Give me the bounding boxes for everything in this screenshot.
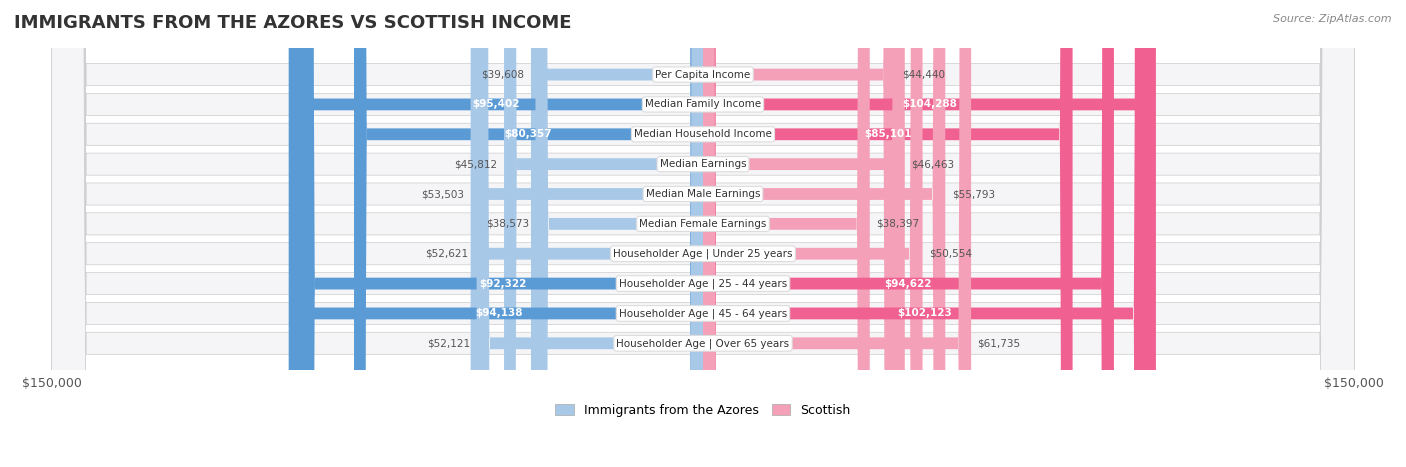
FancyBboxPatch shape — [354, 0, 703, 467]
FancyBboxPatch shape — [703, 0, 896, 467]
Text: $52,121: $52,121 — [427, 338, 470, 348]
Text: $94,138: $94,138 — [475, 308, 523, 318]
Text: $46,463: $46,463 — [911, 159, 955, 169]
Text: $44,440: $44,440 — [903, 70, 945, 79]
Text: $95,402: $95,402 — [472, 99, 520, 109]
Text: $39,608: $39,608 — [481, 70, 524, 79]
Text: Householder Age | 25 - 44 years: Householder Age | 25 - 44 years — [619, 278, 787, 289]
FancyBboxPatch shape — [477, 0, 703, 467]
Text: Source: ZipAtlas.com: Source: ZipAtlas.com — [1274, 14, 1392, 24]
FancyBboxPatch shape — [52, 0, 1354, 467]
Text: $85,101: $85,101 — [865, 129, 911, 139]
Text: Median Male Earnings: Median Male Earnings — [645, 189, 761, 199]
FancyBboxPatch shape — [52, 0, 1354, 467]
FancyBboxPatch shape — [52, 0, 1354, 467]
Text: $50,554: $50,554 — [929, 249, 972, 259]
FancyBboxPatch shape — [703, 0, 1114, 467]
FancyBboxPatch shape — [703, 0, 1146, 467]
Text: Median Household Income: Median Household Income — [634, 129, 772, 139]
FancyBboxPatch shape — [474, 0, 703, 467]
Text: $80,357: $80,357 — [505, 129, 553, 139]
FancyBboxPatch shape — [52, 0, 1354, 467]
Text: $38,573: $38,573 — [486, 219, 529, 229]
Text: Householder Age | Over 65 years: Householder Age | Over 65 years — [616, 338, 790, 348]
FancyBboxPatch shape — [703, 0, 1156, 467]
FancyBboxPatch shape — [471, 0, 703, 467]
Text: $104,288: $104,288 — [903, 99, 957, 109]
Text: $52,621: $52,621 — [425, 249, 468, 259]
FancyBboxPatch shape — [531, 0, 703, 467]
Text: IMMIGRANTS FROM THE AZORES VS SCOTTISH INCOME: IMMIGRANTS FROM THE AZORES VS SCOTTISH I… — [14, 14, 572, 32]
Text: $53,503: $53,503 — [422, 189, 464, 199]
Legend: Immigrants from the Azores, Scottish: Immigrants from the Azores, Scottish — [550, 399, 856, 422]
Text: $45,812: $45,812 — [454, 159, 498, 169]
Text: Median Family Income: Median Family Income — [645, 99, 761, 109]
FancyBboxPatch shape — [52, 0, 1354, 467]
Text: $102,123: $102,123 — [897, 308, 952, 318]
FancyBboxPatch shape — [703, 0, 905, 467]
FancyBboxPatch shape — [703, 0, 1073, 467]
FancyBboxPatch shape — [703, 0, 870, 467]
FancyBboxPatch shape — [703, 0, 972, 467]
FancyBboxPatch shape — [52, 0, 1354, 467]
Text: Per Capita Income: Per Capita Income — [655, 70, 751, 79]
Text: $38,397: $38,397 — [876, 219, 920, 229]
Text: $92,322: $92,322 — [479, 279, 526, 289]
FancyBboxPatch shape — [503, 0, 703, 467]
FancyBboxPatch shape — [52, 0, 1354, 467]
FancyBboxPatch shape — [703, 0, 922, 467]
FancyBboxPatch shape — [52, 0, 1354, 467]
Text: $94,622: $94,622 — [884, 279, 932, 289]
FancyBboxPatch shape — [288, 0, 703, 467]
Text: Householder Age | Under 25 years: Householder Age | Under 25 years — [613, 248, 793, 259]
Text: Householder Age | 45 - 64 years: Householder Age | 45 - 64 years — [619, 308, 787, 318]
FancyBboxPatch shape — [52, 0, 1354, 467]
Text: $61,735: $61,735 — [977, 338, 1021, 348]
FancyBboxPatch shape — [52, 0, 1354, 467]
FancyBboxPatch shape — [703, 0, 945, 467]
FancyBboxPatch shape — [302, 0, 703, 467]
Text: $55,793: $55,793 — [952, 189, 995, 199]
Text: Median Female Earnings: Median Female Earnings — [640, 219, 766, 229]
Text: Median Earnings: Median Earnings — [659, 159, 747, 169]
FancyBboxPatch shape — [536, 0, 703, 467]
FancyBboxPatch shape — [294, 0, 703, 467]
